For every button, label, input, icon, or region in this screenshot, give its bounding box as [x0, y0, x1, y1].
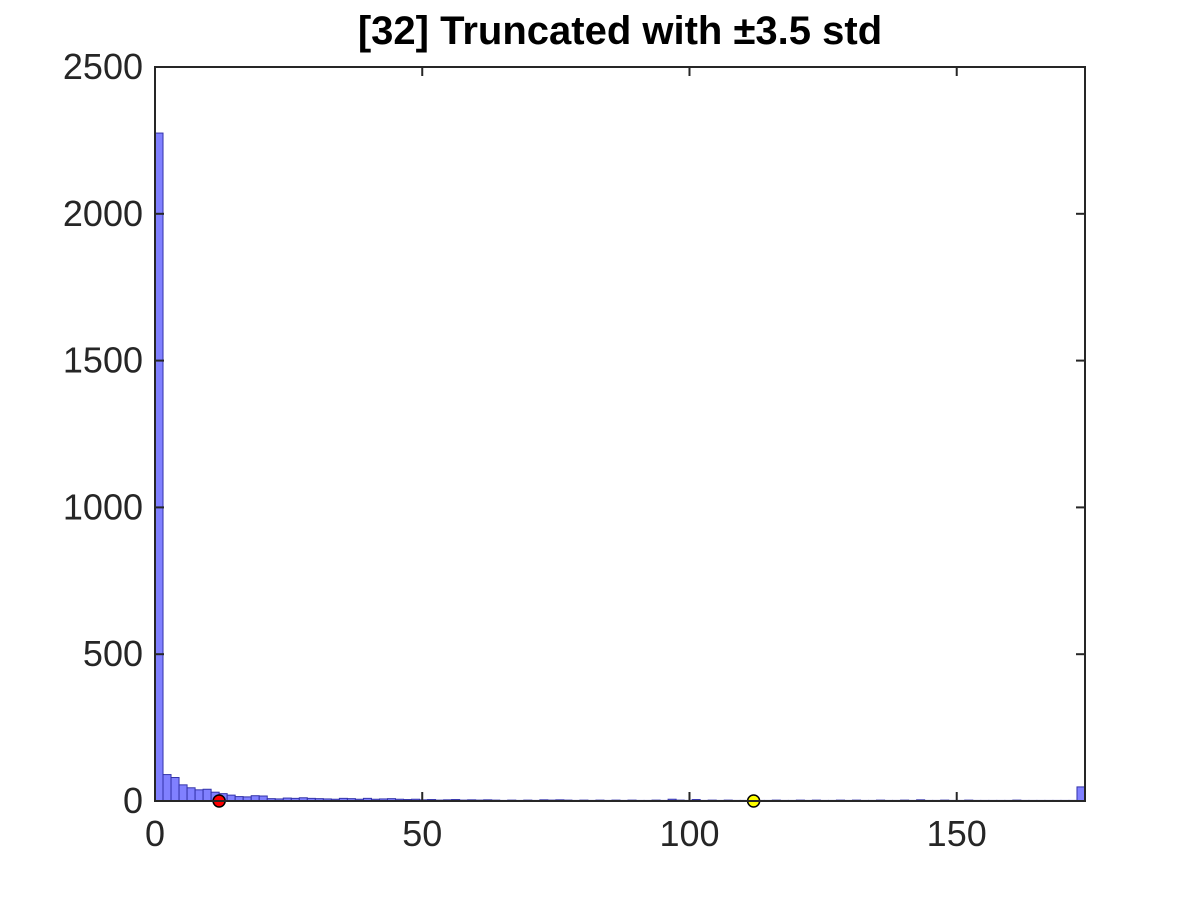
plot-background [155, 67, 1085, 801]
plot-frame [154, 66, 1086, 802]
x-tick-label-0: 0 [145, 813, 165, 854]
y-tick-label-2: 1000 [63, 486, 143, 527]
x-tick-label-2: 100 [659, 813, 719, 854]
y-tick-label-4: 2000 [63, 193, 143, 234]
histogram-bar-115 [1076, 786, 1086, 802]
histogram-bar-0 [154, 132, 164, 802]
x-tick-label-1: 50 [402, 813, 442, 854]
x-tick-label-3: 150 [927, 813, 987, 854]
y-tick-label-5: 2500 [63, 46, 143, 87]
histogram-bar-4 [186, 787, 196, 802]
histogram-bar-6 [202, 788, 212, 802]
y-tick-label-3: 1500 [63, 340, 143, 381]
plot-area: 0 50 100 150 0 500 1000 1500 2000 2500 [63, 46, 1086, 854]
histogram-bar-3 [178, 784, 188, 802]
y-tick-label-0: 0 [123, 780, 143, 821]
y-axis-ticks: 0 500 1000 1500 2000 2500 [63, 46, 1085, 821]
chart-title: [32] Truncated with ±3.5 std [358, 9, 882, 53]
y-tick-label-1: 500 [83, 633, 143, 674]
x-axis-ticks: 0 50 100 150 [145, 67, 987, 854]
histogram-bar-1 [162, 774, 172, 802]
histogram-bar-5 [194, 789, 204, 802]
histogram-bar-2 [170, 777, 180, 802]
